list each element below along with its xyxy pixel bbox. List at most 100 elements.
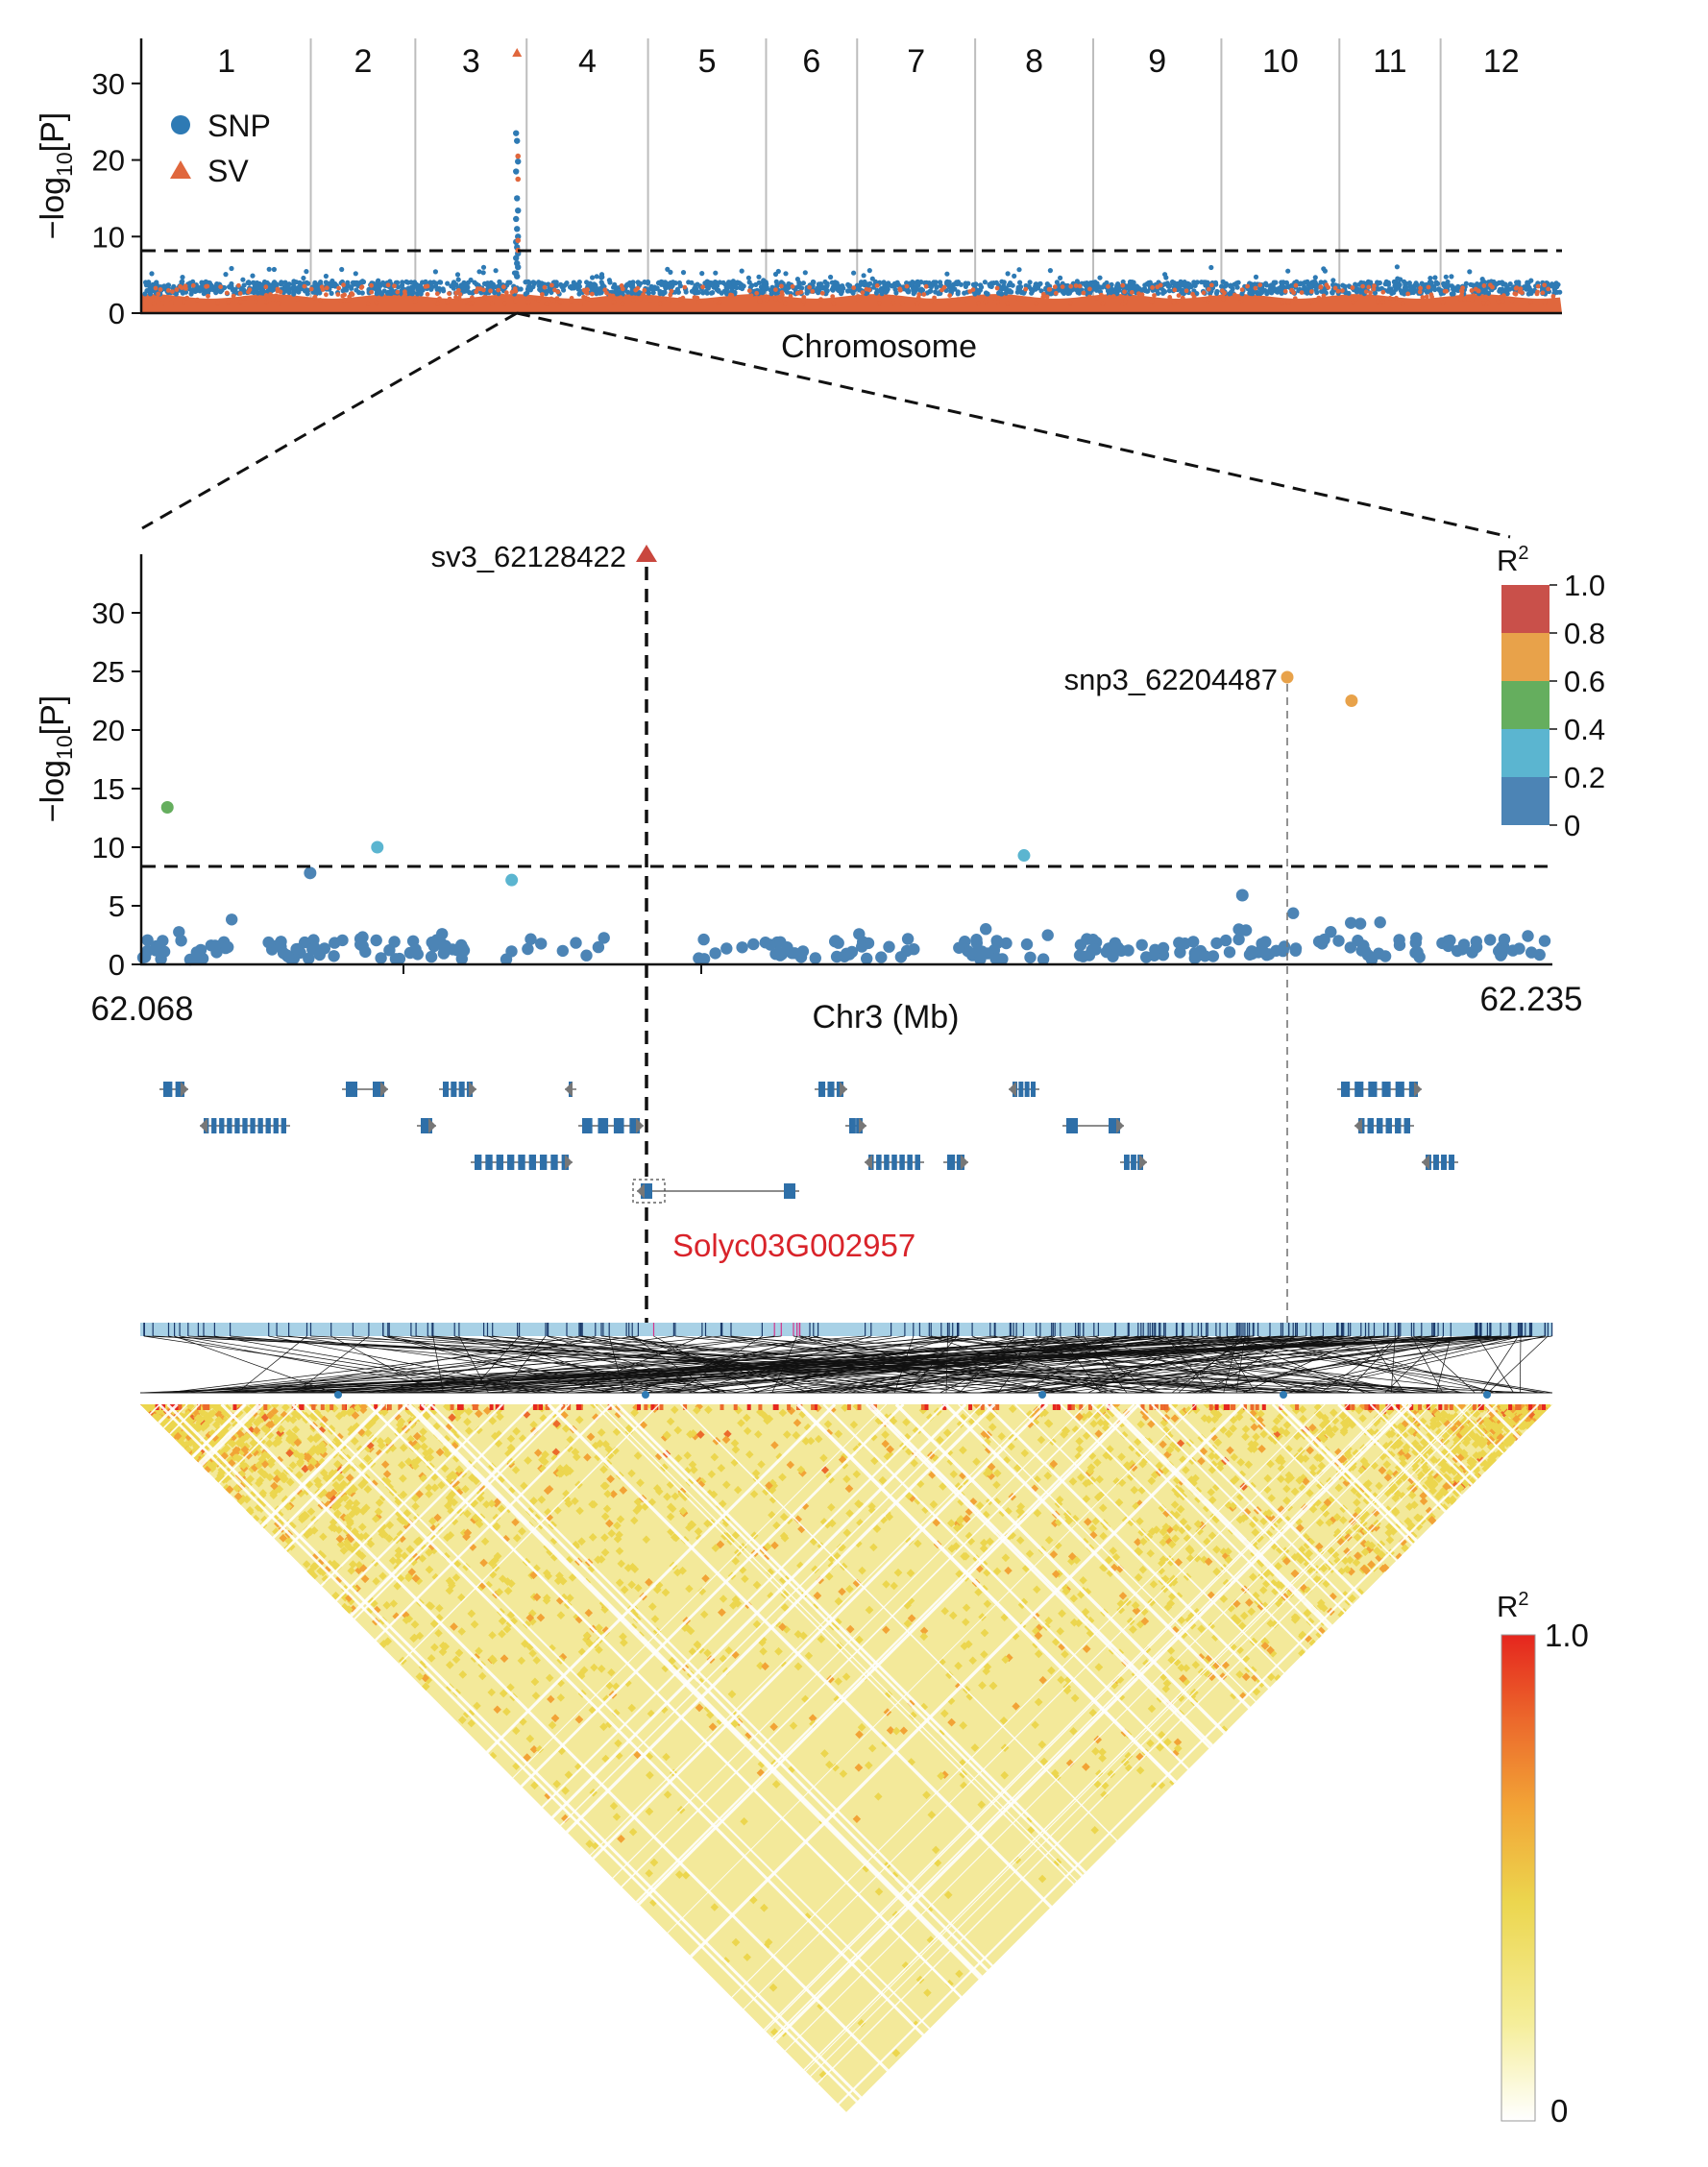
snp-point [1446, 282, 1452, 288]
snp-point [480, 270, 486, 276]
sv-point [1172, 287, 1178, 293]
regional-snp-point [747, 937, 760, 951]
sv-point [1350, 285, 1355, 290]
sv-point [955, 297, 961, 302]
marker-connector [168, 1335, 476, 1394]
gene-model [1009, 1082, 1039, 1097]
snp-point [1372, 290, 1379, 296]
snp-point [1097, 275, 1103, 280]
gene-exon [250, 1118, 256, 1133]
r2-legend-ticks: 1.00.80.60.40.20 [1549, 569, 1605, 842]
sv-point [1469, 297, 1475, 302]
sv-point [1207, 296, 1211, 302]
sv-point [1077, 283, 1083, 289]
sv-point [544, 301, 549, 306]
highlighted-gene-box [632, 1179, 666, 1204]
snp-point [1497, 280, 1502, 285]
regional-snp-point [769, 948, 782, 961]
gene-exon [227, 1118, 232, 1133]
marker-connector [330, 1335, 437, 1394]
r2-legend-title: R2 [1497, 543, 1529, 577]
marker-connector [1159, 1335, 1547, 1394]
snp-point [454, 272, 461, 278]
snp-point [739, 281, 744, 287]
snp-point [1305, 279, 1310, 284]
chromosome-separators [309, 38, 1442, 313]
sv-peak-point [515, 176, 522, 183]
regional-snp-point [303, 952, 315, 965]
regional-x-start-label: 62.068 [90, 990, 193, 1028]
sv-point [1053, 290, 1059, 296]
snp-point [395, 284, 402, 290]
sv-point [1180, 295, 1185, 301]
snp-point [975, 287, 981, 293]
sv-point [713, 298, 718, 304]
regional-snp-point [190, 946, 203, 959]
snp-point [339, 266, 345, 273]
sv-point [341, 282, 346, 288]
snp-point [740, 285, 745, 292]
sv-point [1120, 295, 1126, 300]
snp-point [567, 284, 573, 290]
regional-snp-point [1210, 937, 1223, 950]
snp-peak-point [514, 226, 521, 232]
snp-point [824, 280, 830, 286]
regional-snp-point [226, 913, 238, 926]
snp-point [278, 281, 284, 287]
snp-point [349, 285, 354, 291]
marker-connector [548, 1335, 927, 1394]
gene-track [159, 1082, 1458, 1199]
snp-point [1491, 279, 1497, 285]
gene-exon [915, 1155, 920, 1170]
gene-exon [1368, 1082, 1378, 1097]
regional-snp-point [1466, 946, 1478, 959]
regional-snp-point [1219, 934, 1232, 947]
regional-snp-point [383, 944, 396, 957]
sv-point [525, 300, 531, 304]
snp-point [180, 279, 185, 284]
regional-snp-point [894, 951, 908, 963]
snp-point [229, 265, 234, 272]
marker-connector [1240, 1335, 1540, 1394]
snp-point [1088, 280, 1094, 286]
snp-point [455, 277, 461, 282]
sv-point [1318, 284, 1324, 290]
snp-point [1021, 290, 1027, 296]
snp-point [270, 284, 276, 290]
r2-legend-bin [1501, 729, 1549, 777]
snp-point [403, 279, 409, 284]
snp-point [710, 290, 716, 296]
sv-point [1208, 282, 1214, 288]
sv-point [1314, 298, 1320, 304]
snp-point [1475, 281, 1480, 287]
chromosome-label: 9 [1148, 43, 1166, 80]
zoom-connector-left [141, 311, 518, 530]
gene-strand-arrow [565, 1082, 573, 1097]
gene-model [845, 1118, 866, 1133]
sv-point [923, 283, 929, 289]
sv-point [457, 292, 463, 297]
sv-point [496, 287, 501, 293]
marker-connector [893, 1335, 915, 1394]
sv-point [295, 297, 301, 302]
sv-point [174, 287, 180, 292]
sv-point [1232, 292, 1237, 298]
sv-point [1509, 298, 1515, 304]
sv-point [1150, 285, 1155, 290]
manhattan-legend: SNP SV [170, 109, 271, 188]
sv-point [182, 299, 187, 304]
gene-exon [257, 1118, 263, 1133]
sv-point [1542, 300, 1548, 305]
gene-exon [582, 1118, 593, 1133]
sv-point [190, 282, 196, 288]
regional-snp-point [1246, 947, 1258, 961]
sv-point [860, 290, 866, 295]
gene-strand-arrow [859, 1118, 866, 1133]
ld-panel: R2 1.0 0 [139, 1323, 1589, 2129]
sv-point [976, 301, 981, 306]
sv-point [231, 293, 236, 299]
sv-point [483, 295, 489, 301]
sv-point [642, 287, 647, 293]
regional-snp-point [1020, 937, 1034, 951]
sv-point [1360, 283, 1365, 289]
